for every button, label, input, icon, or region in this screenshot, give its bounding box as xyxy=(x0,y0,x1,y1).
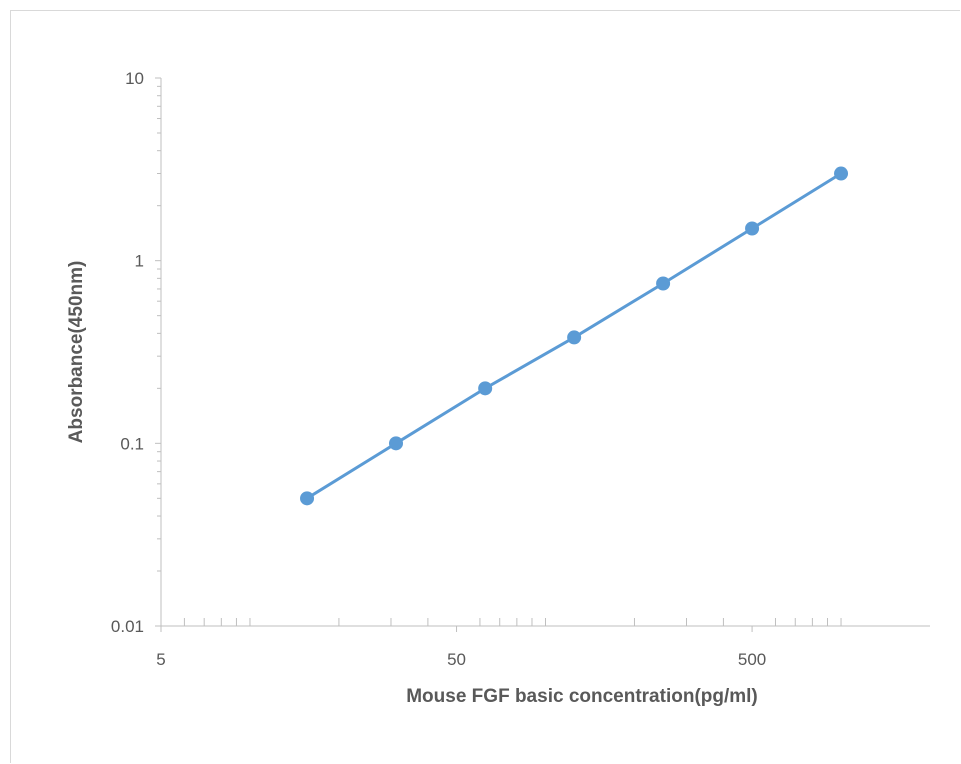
data-point xyxy=(656,276,671,291)
y-tick-label: 0.1 xyxy=(120,434,144,453)
data-point xyxy=(745,221,760,236)
ticks: 0.01 0.1 1 10 5 50 500 xyxy=(111,69,842,669)
y-tick-label: 0.01 xyxy=(111,617,144,636)
x-tick-label: 50 xyxy=(447,650,466,669)
chart-frame xyxy=(10,10,960,763)
x-axis-title: Mouse FGF basic concentration(pg/ml) xyxy=(406,686,758,707)
data-point xyxy=(389,436,404,451)
data-point xyxy=(567,330,582,345)
data-point xyxy=(300,491,315,506)
series-layer xyxy=(300,166,849,506)
axes xyxy=(160,78,930,627)
y-axis-title: Absorbance(450nm) xyxy=(66,261,87,444)
data-point xyxy=(834,166,849,181)
y-tick-label: 10 xyxy=(125,69,144,88)
data-point xyxy=(478,381,493,396)
y-tick-label: 1 xyxy=(135,252,144,271)
x-tick-label: 5 xyxy=(156,650,165,669)
x-tick-label: 500 xyxy=(738,650,766,669)
